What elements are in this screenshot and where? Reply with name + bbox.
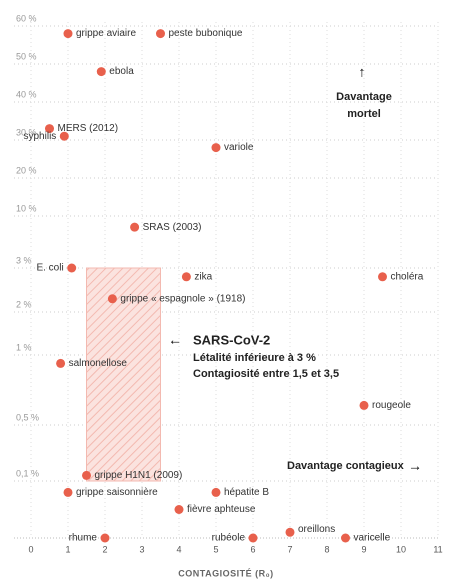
data-point	[96, 67, 106, 77]
point-label: rougeole	[372, 400, 411, 411]
data-point	[174, 505, 184, 514]
y-tick-label: 2 %	[16, 299, 32, 309]
data-point	[341, 533, 350, 543]
point-label: hépatite B	[224, 487, 269, 498]
point-label: salmonellose	[69, 358, 128, 369]
data-point	[211, 143, 221, 153]
annotation: Davantage contagieux	[287, 460, 405, 472]
y-tick-label: 20 %	[16, 165, 37, 175]
point-label: varicelle	[354, 533, 391, 544]
point-label: oreillons	[298, 524, 335, 535]
data-point	[211, 487, 221, 497]
x-tick-label: 11	[433, 544, 442, 554]
annotation: Létalité inférieure à 3 %	[193, 352, 316, 364]
x-tick-label: 10	[396, 544, 406, 554]
data-point	[285, 527, 295, 537]
x-tick-label: 9	[361, 544, 366, 554]
data-point	[130, 222, 140, 232]
x-tick-label: 0	[28, 544, 33, 554]
x-tick-label: 7	[287, 544, 292, 554]
point-label: fièvre aphteuse	[187, 504, 256, 515]
point-label: E. coli	[36, 263, 63, 274]
data-point	[67, 263, 77, 273]
y-tick-label: 30 %	[16, 127, 37, 137]
y-tick-label: 40 %	[16, 89, 37, 99]
point-label: ebola	[109, 66, 134, 77]
data-point	[45, 124, 54, 134]
data-point	[63, 487, 73, 497]
data-point	[181, 272, 191, 282]
x-tick-label: 4	[176, 544, 181, 554]
point-label: syphilis	[24, 131, 57, 142]
point-label: SRAS (2003)	[143, 222, 202, 233]
data-point	[359, 400, 369, 410]
arrow: ↑	[359, 64, 366, 80]
point-label: grippe « espagnole » (1918)	[120, 293, 245, 304]
y-tick-label: 60 %	[16, 13, 37, 23]
data-point	[378, 272, 387, 282]
x-tick-label: 5	[213, 544, 218, 554]
data-point	[56, 358, 66, 368]
point-label: rubéole	[212, 533, 246, 544]
point-label: choléra	[391, 271, 424, 282]
point-label: grippe H1N1 (2009)	[95, 470, 183, 481]
data-point	[63, 29, 73, 39]
point-label: grippe saisonnière	[76, 487, 158, 498]
y-tick-label: 10 %	[16, 203, 37, 213]
point-label: variole	[224, 142, 254, 153]
point-label: peste bubonique	[169, 28, 243, 39]
data-point	[59, 131, 69, 141]
data-point	[82, 470, 91, 480]
annotation: mortel	[347, 108, 381, 120]
x-tick-label: 1	[65, 544, 70, 554]
data-point	[100, 533, 110, 543]
annotation: SARS-CoV-2	[193, 332, 270, 347]
point-label: zika	[194, 271, 212, 282]
point-label: MERS (2012)	[58, 123, 119, 134]
y-tick-label: 1 %	[16, 342, 32, 352]
annotation: Contagiosité entre 1,5 et 3,5	[193, 368, 339, 380]
point-label: rhume	[69, 533, 98, 544]
annotation: Davantage	[336, 91, 392, 103]
y-tick-label: 50 %	[16, 51, 37, 61]
point-label: grippe aviaire	[76, 28, 136, 39]
data-point	[156, 29, 165, 39]
arrow: →	[408, 458, 422, 474]
x-tick-label: 3	[139, 544, 144, 554]
y-tick-label: 0,1 %	[16, 468, 39, 478]
data-point	[107, 294, 117, 304]
highlight-area	[86, 267, 161, 482]
y-tick-label: 0,5 %	[16, 412, 39, 422]
arrow: ←	[168, 332, 182, 348]
y-tick-label: 3 %	[16, 255, 32, 265]
x-tick-label: 2	[102, 544, 107, 554]
x-tick-label: 6	[250, 544, 255, 554]
x-tick-label: 8	[324, 544, 329, 554]
x-axis-label: CONTAGIOSITÉ (R₀)	[178, 568, 273, 578]
data-point	[248, 533, 258, 543]
